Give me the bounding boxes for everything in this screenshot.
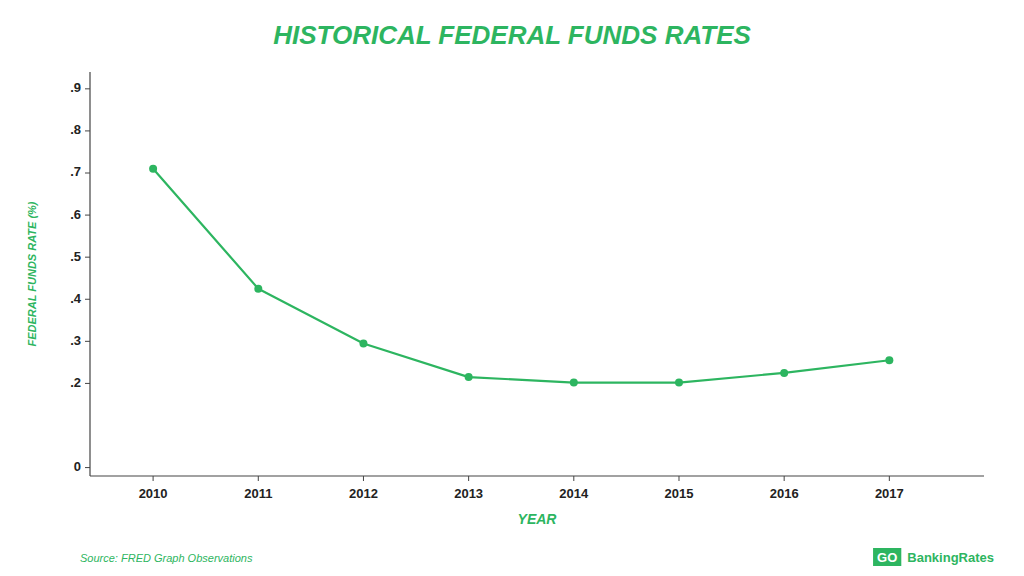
point — [254, 285, 262, 293]
y-tick-label: .6 — [70, 207, 81, 222]
plot-area — [149, 165, 893, 387]
y-tick — [85, 215, 90, 216]
x-tick — [678, 476, 679, 481]
y-tick — [85, 257, 90, 258]
point — [780, 369, 788, 377]
x-tick — [468, 476, 469, 481]
logo-text: BankingRates — [907, 550, 994, 565]
logo-box — [873, 548, 901, 566]
y-tick — [85, 341, 90, 342]
logo-badge-text: GO — [877, 550, 897, 565]
y-tick — [85, 130, 90, 131]
x-axis-label: YEAR — [518, 511, 558, 527]
x-tick — [153, 476, 154, 481]
y-tick — [85, 299, 90, 300]
logo-badge: GO — [873, 548, 901, 566]
y-tick-label: .7 — [70, 164, 81, 179]
y-tick — [85, 467, 90, 468]
x-tick — [573, 476, 574, 481]
y-tick — [85, 383, 90, 384]
point — [570, 379, 578, 387]
x-tick-label: 2012 — [349, 486, 378, 501]
point — [675, 379, 683, 387]
chart: HISTORICAL FEDERAL FUNDS RATES 0 .2 .3 .4 .5.… — [0, 0, 1024, 576]
x-tick-label: 2013 — [454, 486, 483, 501]
line — [153, 169, 889, 383]
x-tick-label: 2014 — [559, 486, 589, 501]
point — [465, 373, 473, 381]
point — [885, 356, 893, 364]
source-note: Source: FRED Graph Observations — [80, 552, 253, 564]
y-axis-label: FEDERAL FUNDS RATE (%) — [26, 201, 38, 346]
y-tick — [85, 173, 90, 174]
x-tick — [363, 476, 364, 481]
x-tick-label: 2010 — [139, 486, 168, 501]
y-tick-label: 0 — [74, 459, 81, 474]
x-tick — [258, 476, 259, 481]
x-tick — [784, 476, 785, 481]
y-tick-label: .5 — [70, 249, 81, 264]
y-tick-label: .4 — [70, 291, 82, 306]
y-tick-label: .3 — [70, 333, 81, 348]
y-tick-label: .8 — [70, 122, 81, 137]
title: HISTORICAL FEDERAL FUNDS RATES — [273, 20, 751, 50]
y-tick — [85, 88, 90, 89]
point — [149, 165, 157, 173]
y-tick-label: .9 — [70, 80, 81, 95]
x-tick-label: 2011 — [244, 486, 272, 501]
x-tick-label: 2016 — [770, 486, 799, 501]
y-axis-line — [89, 72, 90, 476]
y-tick-label: .2 — [70, 375, 81, 390]
x-tick — [889, 476, 890, 481]
point — [359, 339, 367, 347]
x-tick-label: 2017 — [875, 486, 904, 501]
x-tick-label: 2015 — [665, 486, 694, 501]
x-axis-line — [90, 475, 984, 476]
